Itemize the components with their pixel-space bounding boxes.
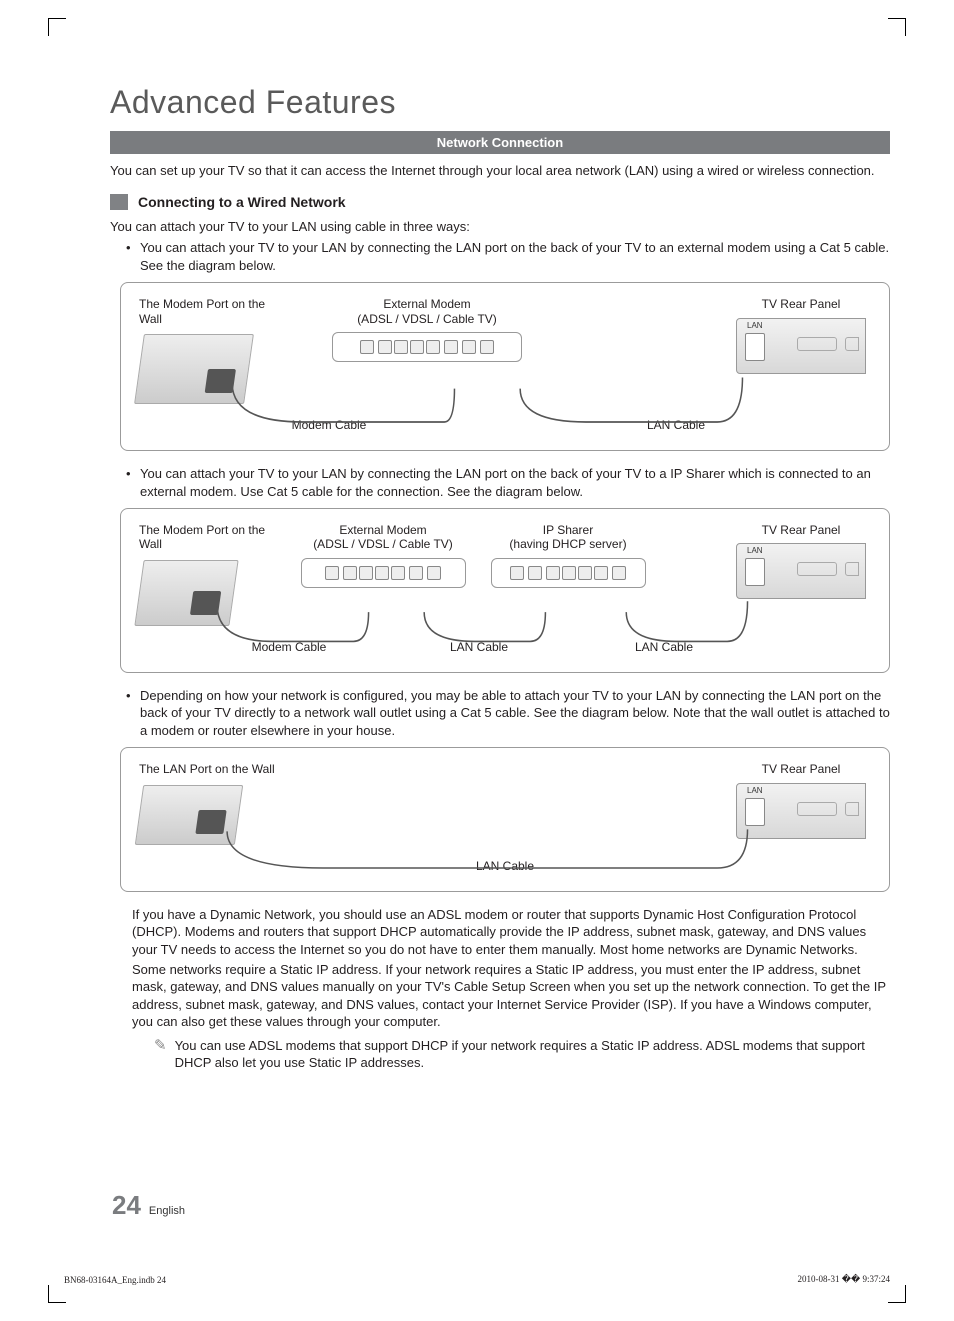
bullet-item: You can attach your TV to your LAN by co… — [126, 465, 890, 500]
crop-mark — [888, 1285, 906, 1303]
modem-label-1: External Modem — [383, 297, 470, 311]
cable-label: LAN Cable — [435, 859, 575, 873]
page-language: English — [149, 1205, 185, 1217]
note-icon: ✎ — [154, 1037, 167, 1072]
static-ip-paragraph: Some networks require a Static IP addres… — [132, 961, 890, 1031]
cable-label: LAN Cable — [591, 418, 761, 432]
sharer-label-1: IP Sharer — [543, 523, 593, 537]
print-file-info: BN68-03164A_Eng.indb 24 — [64, 1275, 166, 1285]
subhead: Connecting to a Wired Network — [138, 194, 346, 210]
wall-label: The Modem Port on the Wall — [139, 523, 269, 552]
note-text: You can use ADSL modems that support DHC… — [175, 1037, 890, 1072]
chapter-title: Advanced Features — [110, 84, 890, 121]
external-modem — [332, 332, 522, 362]
modem-label-2: (ADSL / VDSL / Cable TV) — [313, 537, 453, 551]
wall-plate — [134, 334, 254, 404]
wall-plate — [135, 785, 243, 845]
wall-label: The Modem Port on the Wall — [139, 297, 279, 326]
ip-sharer — [491, 558, 646, 588]
wall-label: The LAN Port on the Wall — [139, 762, 299, 776]
section-header: Network Connection — [110, 131, 890, 154]
external-modem — [301, 558, 466, 588]
tv-rear-panel: LAN — [736, 543, 866, 599]
cable-label: LAN Cable — [414, 640, 544, 654]
cable-label: Modem Cable — [259, 418, 399, 432]
lead-text: You can attach your TV to your LAN using… — [110, 218, 890, 236]
tv-rear-panel: LAN — [736, 318, 866, 374]
cable-label: Modem Cable — [224, 640, 354, 654]
subhead-marker — [110, 194, 128, 210]
bullet-item: You can attach your TV to your LAN by co… — [126, 239, 890, 274]
diagram-1: The Modem Port on the Wall External Mode… — [120, 282, 890, 451]
diagram-3: The LAN Port on the Wall TV Rear Panel L… — [120, 747, 890, 891]
tv-label: TV Rear Panel — [762, 523, 841, 537]
tv-label: TV Rear Panel — [762, 297, 841, 311]
dhcp-paragraph: If you have a Dynamic Network, you shoul… — [132, 906, 890, 959]
tv-rear-panel: LAN — [736, 783, 866, 839]
crop-mark — [888, 18, 906, 36]
tv-lan-port-label: LAN — [747, 321, 763, 330]
bullet-item: Depending on how your network is configu… — [126, 687, 890, 740]
print-timestamp: 2010-08-31 �� 9:37:24 — [798, 1274, 890, 1285]
modem-label-2: (ADSL / VDSL / Cable TV) — [357, 312, 497, 326]
intro-text: You can set up your TV so that it can ac… — [110, 162, 890, 180]
tv-label: TV Rear Panel — [762, 762, 841, 776]
cable-label: LAN Cable — [599, 640, 729, 654]
wall-plate — [134, 560, 238, 626]
diagram-2: The Modem Port on the Wall External Mode… — [120, 508, 890, 673]
page-number: 24 — [112, 1190, 141, 1221]
tv-lan-port-label: LAN — [747, 546, 763, 555]
tv-lan-port-label: LAN — [747, 786, 763, 795]
modem-label-1: External Modem — [339, 523, 426, 537]
crop-mark — [48, 18, 66, 36]
crop-mark — [48, 1285, 66, 1303]
sharer-label-2: (having DHCP server) — [509, 537, 626, 551]
